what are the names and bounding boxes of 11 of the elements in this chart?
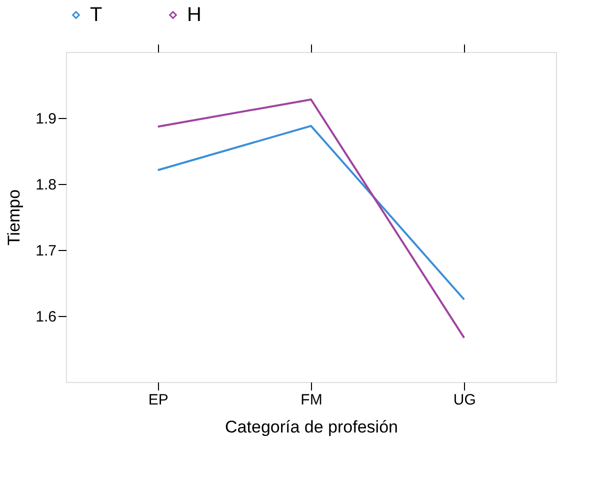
y-axis-title: Tiempo: [4, 189, 24, 246]
x-tick-label: FM: [300, 392, 322, 408]
x-tick-label: UG: [453, 392, 476, 408]
y-tick-label: 1.7: [36, 242, 56, 260]
y-tick-label: 1.6: [36, 308, 56, 326]
x-axis-title: Categoría de profesión: [225, 418, 398, 436]
y-tick-label: 1.9: [36, 110, 56, 128]
y-tick-label: 1.8: [36, 176, 56, 194]
legend-label: T: [90, 4, 102, 26]
legend-label: H: [187, 4, 202, 26]
x-tick-label: EP: [148, 392, 168, 408]
